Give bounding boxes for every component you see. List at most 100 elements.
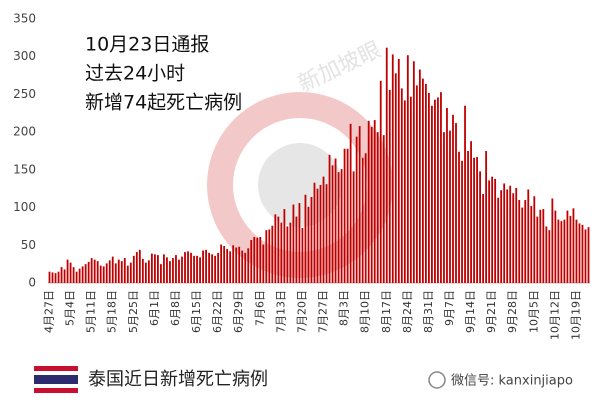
bar [352, 171, 355, 283]
bar [458, 151, 460, 283]
bar [280, 222, 283, 283]
bar [476, 157, 478, 283]
bar [521, 207, 524, 283]
x-tick-label: 6月29日 [232, 290, 245, 333]
bar [211, 254, 214, 283]
bar [581, 224, 584, 283]
bar [147, 260, 150, 283]
bar [328, 154, 331, 283]
bar [494, 178, 497, 283]
bar [542, 209, 545, 283]
bar [57, 271, 60, 283]
bar [406, 55, 409, 283]
bar [415, 85, 418, 284]
bar [575, 219, 578, 283]
bar [202, 250, 204, 283]
bar [584, 229, 587, 283]
bar [421, 78, 424, 284]
bar [349, 123, 352, 284]
x-tick-label: 9月7日 [443, 290, 456, 326]
bar [178, 259, 180, 283]
bar [322, 176, 325, 283]
bar [160, 264, 162, 283]
bar [205, 249, 207, 283]
bar [379, 80, 382, 283]
x-tick-label: 10月5日 [527, 290, 540, 333]
bar [340, 169, 343, 283]
bar [108, 260, 111, 283]
bar [364, 153, 367, 283]
x-tick-label: 8月31日 [422, 290, 435, 333]
bar [175, 255, 177, 283]
bar [244, 252, 247, 283]
bar [69, 262, 72, 283]
bar [518, 200, 521, 283]
y-tick-label: 50 [21, 238, 36, 252]
bar [431, 105, 433, 283]
bar [181, 256, 183, 283]
bar [226, 249, 229, 283]
x-tick-label: 10月19日 [569, 290, 582, 340]
bar [545, 226, 548, 283]
bar [247, 248, 250, 283]
bar [114, 263, 117, 283]
bar [54, 273, 57, 283]
bar [120, 261, 123, 283]
bar [503, 183, 506, 283]
bar [464, 105, 466, 283]
bar [78, 268, 81, 283]
bar [376, 132, 379, 283]
bar [428, 92, 430, 283]
bar [461, 160, 463, 283]
bar [117, 259, 120, 283]
x-tick-label: 6月1日 [148, 290, 161, 326]
bar [491, 176, 494, 283]
bar [434, 99, 436, 283]
bar [467, 151, 469, 283]
bar [313, 182, 316, 283]
bar [250, 240, 253, 283]
bar [138, 249, 141, 283]
bar [536, 216, 539, 283]
bar [412, 61, 415, 283]
bar [135, 252, 138, 283]
annotation: 10月23日通报 [85, 34, 209, 56]
bar [235, 247, 238, 283]
bar [229, 251, 232, 283]
bar [449, 130, 451, 283]
bar [437, 97, 439, 284]
bar [144, 262, 147, 283]
x-tick-label: 8月24日 [401, 290, 414, 333]
bar [286, 226, 289, 283]
bar [187, 251, 189, 283]
x-tick-label: 10月12日 [548, 290, 561, 340]
annotation: 新增74起死亡病例 [85, 92, 242, 114]
bar [319, 184, 322, 283]
x-tick-label: 5月4日 [64, 290, 77, 326]
bar [397, 58, 400, 283]
bar [551, 198, 554, 283]
bar [48, 271, 51, 283]
x-tick-label: 9月21日 [485, 290, 498, 333]
bar [265, 230, 268, 283]
thai-flag [34, 366, 78, 393]
bar [217, 252, 220, 283]
bar [473, 157, 475, 283]
bar [370, 126, 373, 283]
bar [157, 255, 159, 283]
x-tick-label: 6月15日 [190, 290, 203, 333]
bar [193, 255, 195, 283]
y-tick-label: 200 [13, 125, 36, 139]
bar [172, 258, 174, 283]
annotation: 过去24小时 [85, 63, 185, 85]
bar [452, 114, 454, 284]
bar [220, 244, 223, 283]
bar [111, 256, 114, 283]
bar [566, 210, 569, 283]
bar [488, 180, 491, 283]
x-tick-label: 5月11日 [85, 290, 98, 333]
bar [394, 73, 397, 284]
bar [253, 236, 256, 283]
bar [346, 148, 349, 283]
